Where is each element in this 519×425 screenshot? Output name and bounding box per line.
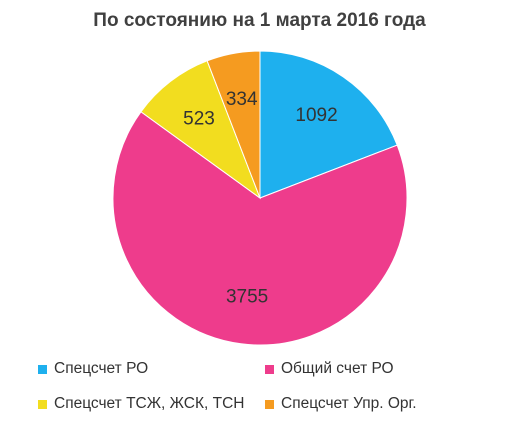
legend-swatch <box>38 399 47 409</box>
slice-value-label: 523 <box>183 108 215 129</box>
pie-slice-2 <box>140 60 262 200</box>
legend-swatch <box>38 364 47 374</box>
slice-value-label: 3755 <box>226 287 268 308</box>
legend-item-specschet-tszh: Спецсчет ТСЖ, ЖСК, ТСН <box>38 395 245 413</box>
chart-title: По состоянию на 1 марта 2016 года <box>93 10 426 31</box>
pie-slice-1 <box>112 111 408 346</box>
legend-swatch <box>265 399 274 409</box>
pie-slice-0 <box>259 50 398 199</box>
legend-swatch <box>265 364 274 374</box>
pie-slice-3 <box>206 50 261 199</box>
slice-value-label: 334 <box>226 89 258 110</box>
legend-label: Спецсчет Упр. Орг. <box>281 395 417 412</box>
legend-label: Спецсчет РО <box>54 360 149 377</box>
legend-label: Общий счет РО <box>281 360 394 377</box>
slice-value-label: 1092 <box>295 105 337 126</box>
legend-item-specschet-upr-org: Спецсчет Упр. Орг. <box>265 395 417 413</box>
legend-item-specschet-ro: Спецсчет РО <box>38 360 148 378</box>
legend-label: Спецсчет ТСЖ, ЖСК, ТСН <box>54 395 245 412</box>
legend-item-obshchiy-schet-ro: Общий счет РО <box>265 360 394 378</box>
